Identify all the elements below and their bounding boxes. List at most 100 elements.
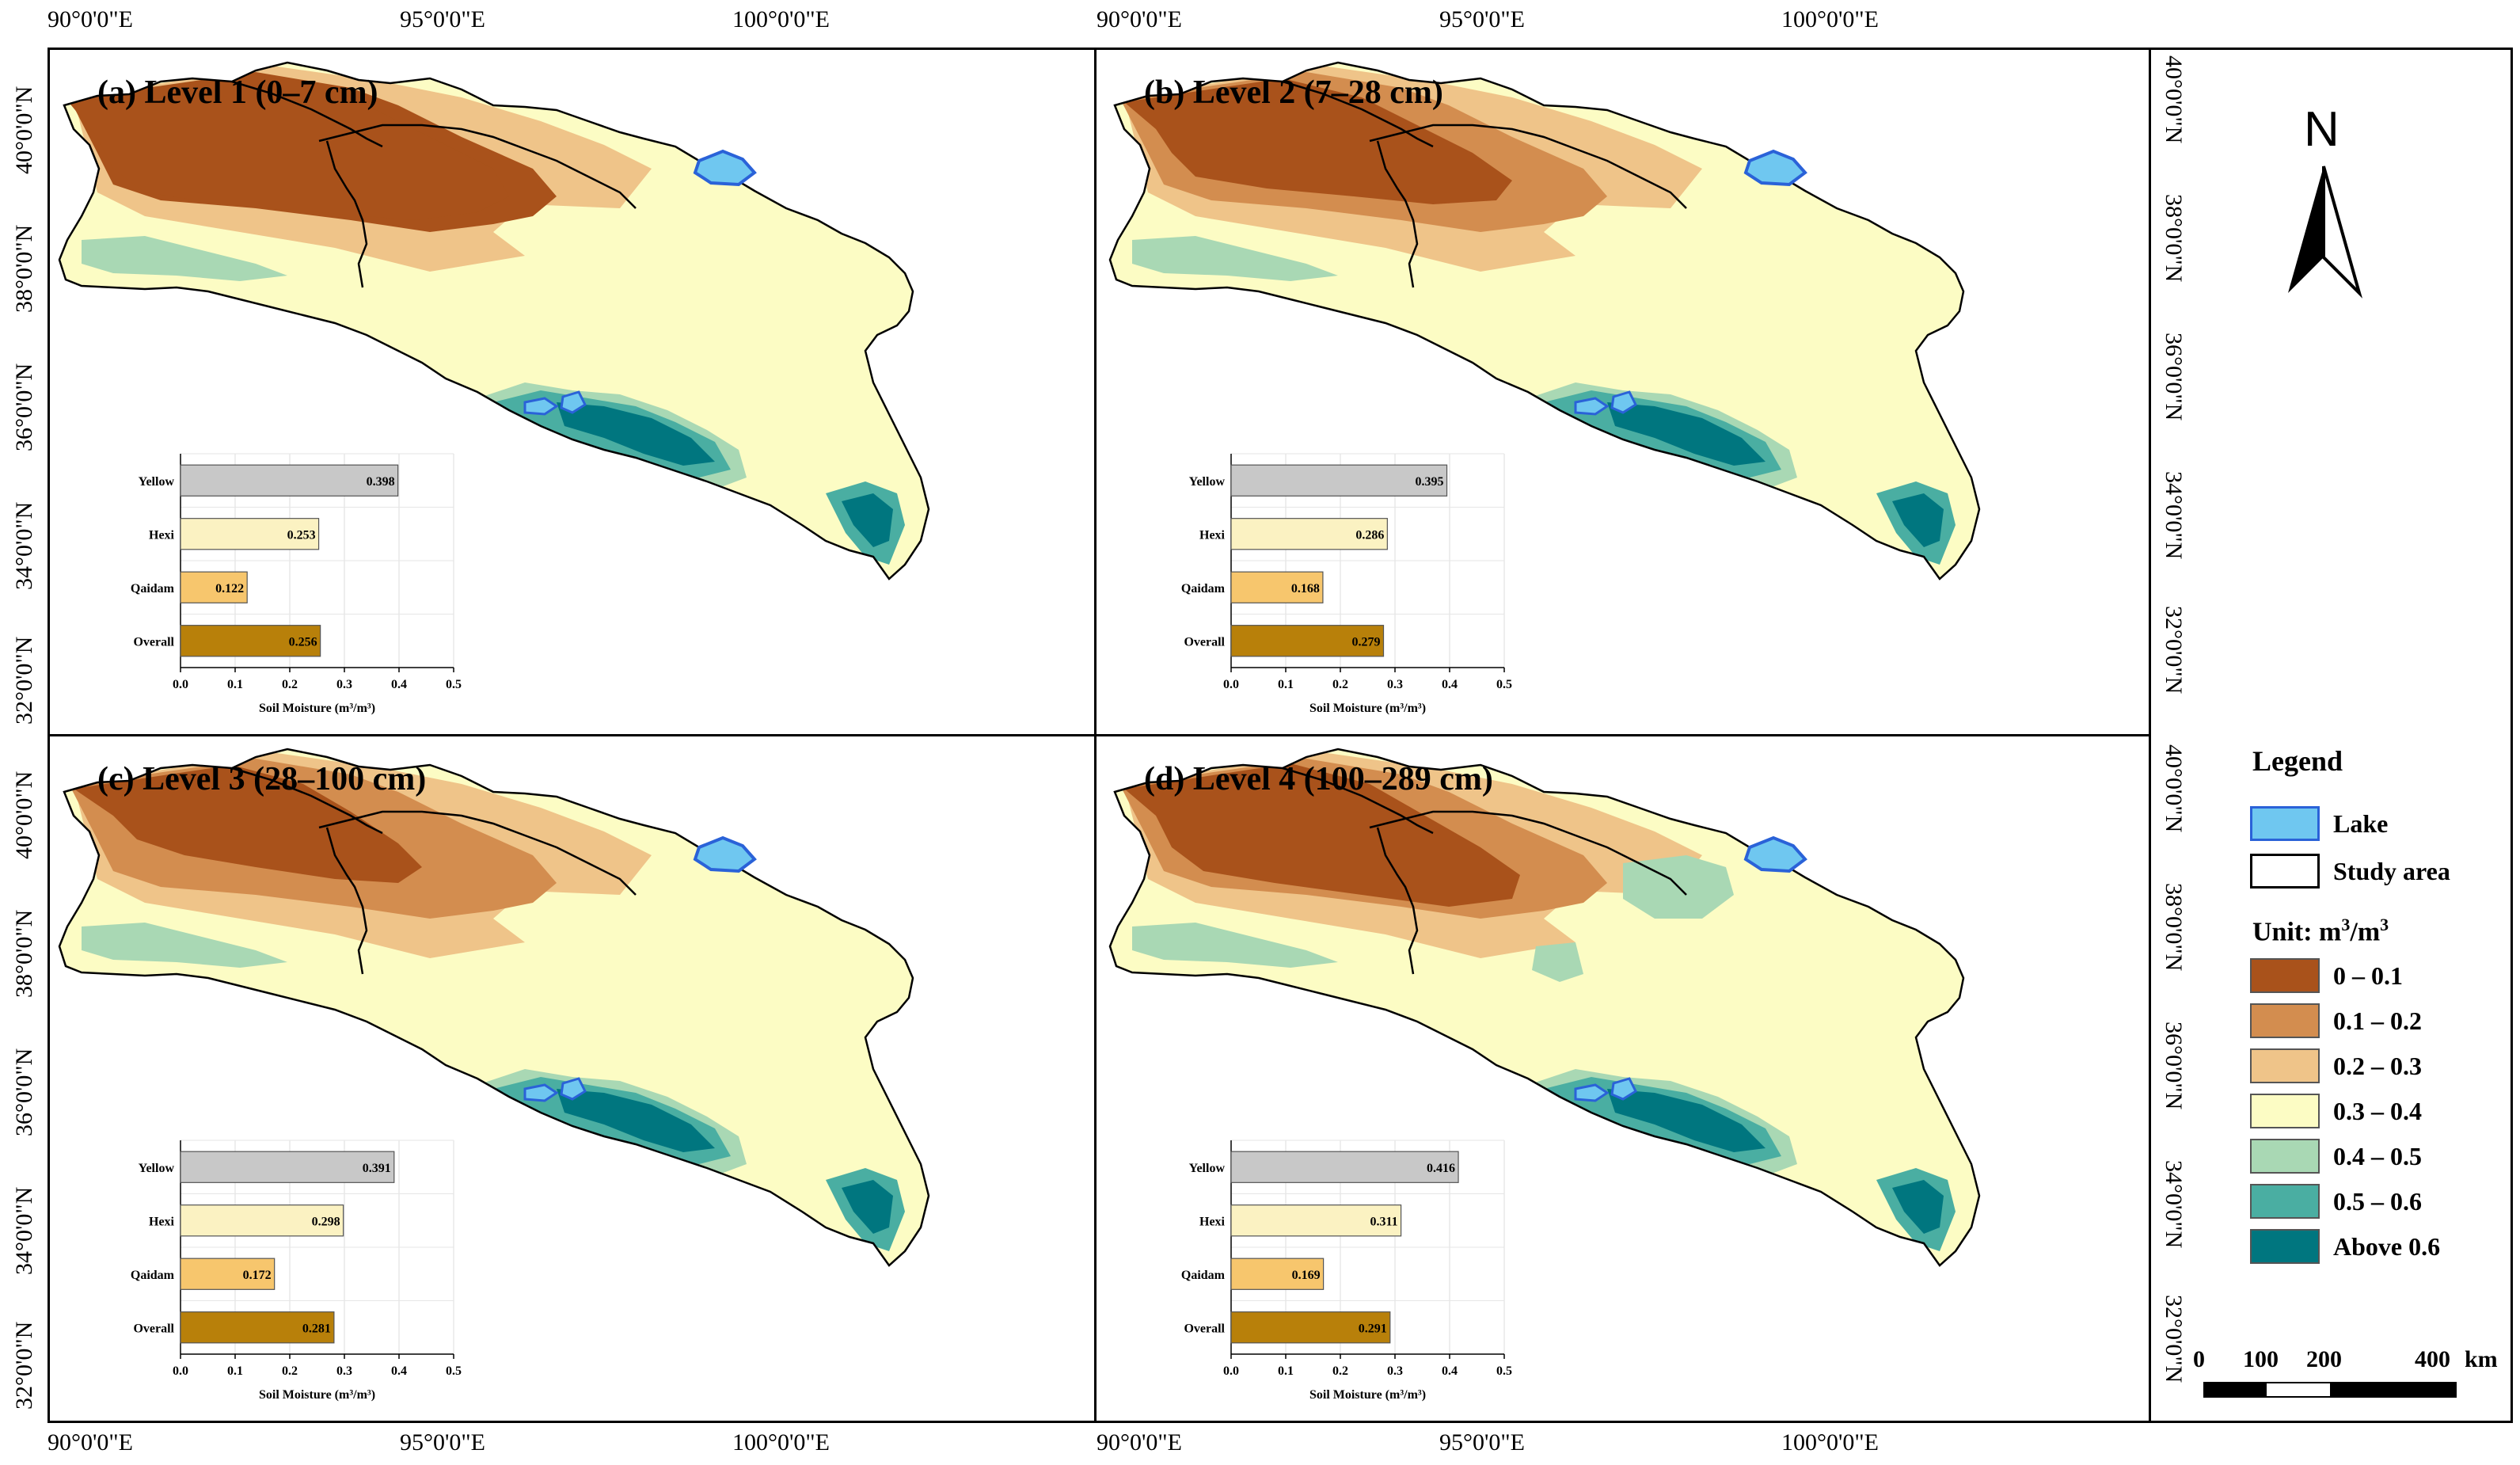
legend-lake-label: Lake [2333,809,2389,838]
data-label: 0.253 [287,528,316,542]
lat-label: 38°0'0"N [11,224,37,313]
lon-label: 95°0'0"E [400,6,485,32]
bar [180,464,399,497]
lat-label: 34°0'0"N [11,501,37,590]
zone-above-0.6 [1892,493,1944,547]
panel-title: (c) Level 3 (28–100 cm) [97,761,427,797]
basin-boundary [1369,124,1687,209]
soil-moisture-map [58,748,930,1267]
legend-class-label: 0.4 – 0.5 [2333,1142,2422,1170]
lat-label: 40°0'0"N [2161,55,2187,144]
data-label: 0.311 [1370,1215,1397,1228]
lake-swatch [2250,806,2320,841]
category-label: Qaidam [1181,582,1226,596]
map-panel-d: (d) Level 4 (100–289 cm) Yellow 0.416 Hexi… [1097,736,2149,1421]
basin-boundary [318,810,637,896]
lat-label: 32°0'0"N [2161,1295,2187,1383]
tick-label: 0.1 [227,678,243,691]
zone-above-0.6 [1607,1089,1766,1152]
data-label: 0.172 [243,1269,272,1282]
legend-swatch [2250,1184,2320,1219]
study-area-outline [58,61,930,580]
lon-label: 100°0'0"E [732,1429,830,1455]
north-arrow-icon [2288,166,2362,299]
scale-label: 100 [2243,1346,2279,1372]
lat-label: 34°0'0"N [11,1186,37,1275]
soil-moisture-map [1108,748,1981,1267]
lake-qinghai [1743,149,1807,187]
basin-boundary [318,124,637,209]
data-label: 0.169 [1292,1269,1321,1282]
tick-label: 0.3 [336,1364,352,1378]
tick-label: 0.0 [1223,678,1239,691]
study-area-swatch [2250,854,2320,889]
bar [1230,464,1448,497]
lon-label: 95°0'0"E [1439,6,1525,32]
lat-label: 38°0'0"N [11,909,37,998]
bar [180,625,321,657]
unit-sup: 3 [2341,915,2351,934]
legend-class-label: 0.5 – 0.6 [2333,1187,2422,1216]
zone-above-0.6 [842,493,893,547]
lat-label: 36°0'0"N [2161,333,2187,421]
lat-label: 38°0'0"N [2161,194,2187,283]
tick-label: 0.3 [336,678,352,691]
x-axis-title: Soil Moisture (m³/m³) [259,702,375,715]
bar [1230,1258,1325,1290]
x-axis-title: Soil Moisture (m³/m³) [259,1388,375,1402]
tick-label: 0.5 [1496,1364,1512,1378]
lon-label: 100°0'0"E [1781,6,1879,32]
bar [1230,1311,1391,1344]
category-label: Hexi [1199,1215,1226,1228]
moisture-zones [1110,749,1979,1265]
bar [180,1204,344,1237]
bar [1230,571,1324,603]
data-label: 0.279 [1352,635,1381,649]
lat-label: 32°0'0"N [11,636,37,725]
soil-moisture-map [1108,61,1981,580]
tick-label: 0.3 [1387,1364,1403,1378]
legend-unit-label: Unit: m3/m3 [2252,915,2389,947]
zone-0-0.1 [1124,763,1520,907]
basin-boundary [231,80,383,148]
category-label: Overall [1184,635,1225,649]
legend-class-label: 0.3 – 0.4 [2333,1097,2422,1125]
zone-0.4-0.5 [1532,942,1583,982]
zone-above-0.6 [557,1089,715,1152]
bar [1230,625,1385,657]
unit-mid: /m [2350,917,2381,947]
category-label: Hexi [1199,528,1226,542]
study-area-outline [1108,748,1981,1267]
bar-chart: Yellow 0.391 Hexi 0.298 Qaidam 0.172 Overall 0.… [131,1140,462,1402]
unit-sup: 3 [2380,915,2389,934]
data-label: 0.168 [1291,582,1320,596]
tick-label: 0.0 [173,678,188,691]
bar-chart: Yellow 0.416 Hexi 0.311 Qaidam 0.169 Overall 0.… [1181,1140,1512,1402]
bar [1230,518,1388,550]
bar [180,1311,335,1344]
lat-label: 38°0'0"N [2161,883,2187,972]
tick-label: 0.4 [391,1364,407,1378]
tick-label: 0.2 [282,1364,298,1378]
legend-class-label: 0.1 – 0.2 [2333,1006,2422,1035]
x-axis-title: Soil Moisture (m³/m³) [1309,702,1426,715]
category-label: Yellow [139,475,175,489]
zone-0.4-0.5 [1132,236,1338,281]
tick-label: 0.5 [1496,678,1512,691]
legend-swatch [2250,1003,2320,1038]
data-label: 0.298 [312,1215,340,1228]
zone-0-0.1 [1124,78,1512,204]
data-label: 0.286 [1355,528,1384,542]
lake [523,1083,559,1102]
x-axis-title: Soil Moisture (m³/m³) [1309,1388,1426,1402]
bar [1230,1151,1459,1183]
data-label: 0.122 [215,582,244,596]
legend-swatch [2250,1139,2320,1174]
legend-swatch [2250,958,2320,993]
basin-boundary [1369,810,1687,896]
panel-title: (d) Level 4 (100–289 cm) [1144,761,1493,797]
category-label: Qaidam [131,1269,175,1282]
category-label: Qaidam [1181,1269,1226,1282]
scale-label: 400 [2415,1346,2450,1372]
map-panel-a: (a) Level 1 (0–7 cm) Yellow 0.398 Hexi 0.25… [50,50,1094,734]
